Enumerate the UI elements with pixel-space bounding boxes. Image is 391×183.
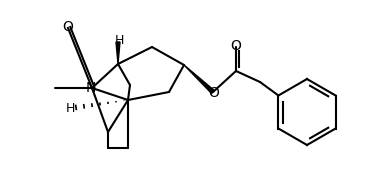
Text: H: H [114,35,124,48]
Text: N: N [86,81,96,95]
Polygon shape [184,65,214,94]
Text: H: H [65,102,75,115]
Text: O: O [63,20,74,34]
Text: O: O [231,39,241,53]
Polygon shape [116,42,120,64]
Text: O: O [208,86,219,100]
